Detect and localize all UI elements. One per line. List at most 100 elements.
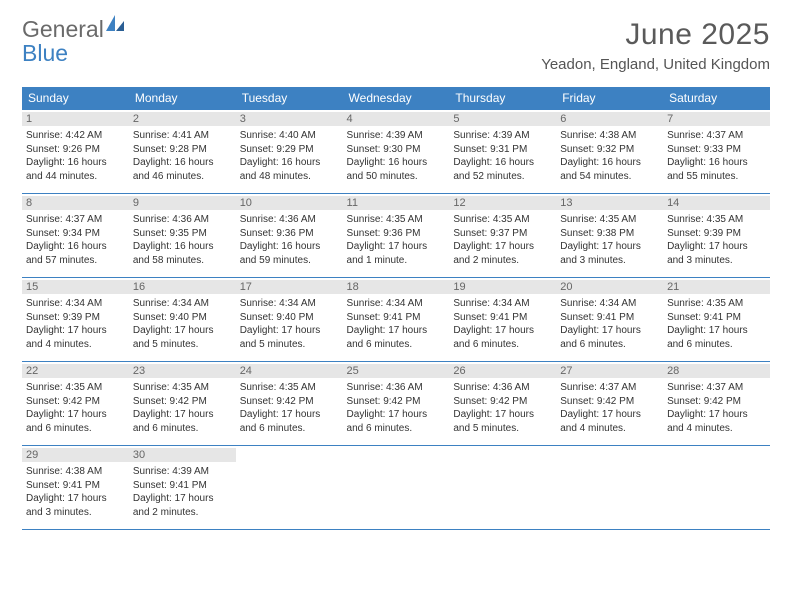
day-number: 2 <box>129 112 236 126</box>
day-info: Sunrise: 4:35 AMSunset: 9:41 PMDaylight:… <box>667 297 766 351</box>
day-number: 14 <box>663 196 770 210</box>
day-number: 7 <box>663 112 770 126</box>
weekday-header: Friday <box>556 87 663 110</box>
calendar-cell: 28 Sunrise: 4:37 AMSunset: 9:42 PMDayligh… <box>663 362 770 446</box>
day-number: 4 <box>343 112 450 126</box>
calendar-cell: 8Sunrise: 4:37 AMSunset: 9:34 PMDaylight… <box>22 194 129 278</box>
weekday-header: Wednesday <box>343 87 450 110</box>
day-number: 6 <box>556 112 663 126</box>
calendar-cell <box>236 446 343 530</box>
day-number: 29 <box>22 448 129 462</box>
calendar-cell: 9Sunrise: 4:36 AMSunset: 9:35 PMDaylight… <box>129 194 236 278</box>
calendar-cell: 19 Sunrise: 4:34 AMSunset: 9:41 PMDayligh… <box>449 278 556 362</box>
calendar-cell: 21 Sunrise: 4:35 AMSunset: 9:41 PMDayligh… <box>663 278 770 362</box>
calendar-cell: 23 Sunrise: 4:35 AMSunset: 9:42 PMDayligh… <box>129 362 236 446</box>
day-number: 27 <box>556 364 663 378</box>
calendar-cell: 25Sunrise: 4:36 AMSunset: 9:42 PMDayligh… <box>343 362 450 446</box>
calendar-cell: 22 Sunrise: 4:35 AMSunset: 9:42 PMDayligh… <box>22 362 129 446</box>
calendar-row: 1 Sunrise: 4:42 AMSunset: 9:26 PMDaylight… <box>22 110 770 194</box>
logo-blue: Blue <box>22 40 68 66</box>
calendar-cell: 18 Sunrise: 4:34 AMSunset: 9:41 PMDayligh… <box>343 278 450 362</box>
calendar-cell: 12 Sunrise: 4:35 AMSunset: 9:37 PMDayligh… <box>449 194 556 278</box>
calendar-cell: 5Sunrise: 4:39 AMSunset: 9:31 PMDaylight… <box>449 110 556 194</box>
month-title: June 2025 <box>541 18 770 52</box>
day-number: 18 <box>343 280 450 294</box>
day-number: 23 <box>129 364 236 378</box>
day-info: Sunrise: 4:39 AMSunset: 9:30 PMDaylight:… <box>347 129 446 183</box>
calendar-cell <box>449 446 556 530</box>
day-info: Sunrise: 4:38 AMSunset: 9:41 PMDaylight:… <box>26 465 125 519</box>
day-number: 30 <box>129 448 236 462</box>
weekday-header-row: SundayMondayTuesdayWednesdayThursdayFrid… <box>22 87 770 110</box>
day-info: Sunrise: 4:41 AMSunset: 9:28 PMDaylight:… <box>133 129 232 183</box>
day-number: 11 <box>343 196 450 210</box>
calendar-row: 15Sunrise: 4:34 AMSunset: 9:39 PMDayligh… <box>22 278 770 362</box>
calendar-cell: 17 Sunrise: 4:34 AMSunset: 9:40 PMDayligh… <box>236 278 343 362</box>
calendar-cell <box>663 446 770 530</box>
day-number: 5 <box>449 112 556 126</box>
day-number: 16 <box>129 280 236 294</box>
day-info: Sunrise: 4:35 AMSunset: 9:42 PMDaylight:… <box>26 381 125 435</box>
day-number: 17 <box>236 280 343 294</box>
day-info: Sunrise: 4:34 AMSunset: 9:40 PMDaylight:… <box>240 297 339 351</box>
day-number: 12 <box>449 196 556 210</box>
day-number: 21 <box>663 280 770 294</box>
day-number: 13 <box>556 196 663 210</box>
day-info: Sunrise: 4:39 AMSunset: 9:41 PMDaylight:… <box>133 465 232 519</box>
day-number: 19 <box>449 280 556 294</box>
calendar-table: SundayMondayTuesdayWednesdayThursdayFrid… <box>22 87 770 530</box>
day-number: 3 <box>236 112 343 126</box>
day-number: 28 <box>663 364 770 378</box>
calendar-cell: 10 Sunrise: 4:36 AMSunset: 9:36 PMDayligh… <box>236 194 343 278</box>
day-info: Sunrise: 4:35 AMSunset: 9:42 PMDaylight:… <box>240 381 339 435</box>
calendar-body: 1 Sunrise: 4:42 AMSunset: 9:26 PMDaylight… <box>22 110 770 530</box>
logo-sail-icon <box>106 18 126 35</box>
weekday-header: Thursday <box>449 87 556 110</box>
calendar-cell: 24 Sunrise: 4:35 AMSunset: 9:42 PMDayligh… <box>236 362 343 446</box>
calendar-cell: 20Sunrise: 4:34 AMSunset: 9:41 PMDayligh… <box>556 278 663 362</box>
day-info: Sunrise: 4:40 AMSunset: 9:29 PMDaylight:… <box>240 129 339 183</box>
calendar-cell: 11 Sunrise: 4:35 AMSunset: 9:36 PMDayligh… <box>343 194 450 278</box>
day-number: 15 <box>22 280 129 294</box>
logo: General Blue <box>22 18 126 66</box>
day-number: 1 <box>22 112 129 126</box>
day-number: 22 <box>22 364 129 378</box>
calendar-cell: 7 Sunrise: 4:37 AMSunset: 9:33 PMDaylight… <box>663 110 770 194</box>
day-info: Sunrise: 4:34 AMSunset: 9:41 PMDaylight:… <box>347 297 446 351</box>
calendar-cell: 29 Sunrise: 4:38 AMSunset: 9:41 PMDayligh… <box>22 446 129 530</box>
day-info: Sunrise: 4:35 AMSunset: 9:36 PMDaylight:… <box>347 213 446 267</box>
weekday-header: Saturday <box>663 87 770 110</box>
calendar-cell <box>556 446 663 530</box>
calendar-cell: 13Sunrise: 4:35 AMSunset: 9:38 PMDayligh… <box>556 194 663 278</box>
weekday-header: Monday <box>129 87 236 110</box>
calendar-cell: 2 Sunrise: 4:41 AMSunset: 9:28 PMDaylight… <box>129 110 236 194</box>
day-info: Sunrise: 4:37 AMSunset: 9:42 PMDaylight:… <box>667 381 766 435</box>
day-info: Sunrise: 4:37 AMSunset: 9:33 PMDaylight:… <box>667 129 766 183</box>
day-info: Sunrise: 4:36 AMSunset: 9:42 PMDaylight:… <box>453 381 552 435</box>
calendar-cell: 6 Sunrise: 4:38 AMSunset: 9:32 PMDaylight… <box>556 110 663 194</box>
location: Yeadon, England, United Kingdom <box>541 56 770 73</box>
day-info: Sunrise: 4:35 AMSunset: 9:39 PMDaylight:… <box>667 213 766 267</box>
day-number: 10 <box>236 196 343 210</box>
day-info: Sunrise: 4:37 AMSunset: 9:34 PMDaylight:… <box>26 213 125 267</box>
day-info: Sunrise: 4:35 AMSunset: 9:42 PMDaylight:… <box>133 381 232 435</box>
day-info: Sunrise: 4:42 AMSunset: 9:26 PMDaylight:… <box>26 129 125 183</box>
logo-general: General <box>22 16 104 42</box>
calendar-cell: 4 Sunrise: 4:39 AMSunset: 9:30 PMDaylight… <box>343 110 450 194</box>
calendar-row: 22 Sunrise: 4:35 AMSunset: 9:42 PMDayligh… <box>22 362 770 446</box>
day-info: Sunrise: 4:38 AMSunset: 9:32 PMDaylight:… <box>560 129 659 183</box>
weekday-header: Sunday <box>22 87 129 110</box>
calendar-row: 8Sunrise: 4:37 AMSunset: 9:34 PMDaylight… <box>22 194 770 278</box>
day-info: Sunrise: 4:35 AMSunset: 9:37 PMDaylight:… <box>453 213 552 267</box>
calendar-cell: 1 Sunrise: 4:42 AMSunset: 9:26 PMDaylight… <box>22 110 129 194</box>
day-number: 24 <box>236 364 343 378</box>
calendar-cell: 15Sunrise: 4:34 AMSunset: 9:39 PMDayligh… <box>22 278 129 362</box>
day-info: Sunrise: 4:34 AMSunset: 9:41 PMDaylight:… <box>453 297 552 351</box>
day-info: Sunrise: 4:36 AMSunset: 9:36 PMDaylight:… <box>240 213 339 267</box>
day-number: 26 <box>449 364 556 378</box>
day-number: 20 <box>556 280 663 294</box>
weekday-header: Tuesday <box>236 87 343 110</box>
header: General Blue June 2025 Yeadon, England, … <box>22 18 770 73</box>
calendar-row: 29 Sunrise: 4:38 AMSunset: 9:41 PMDayligh… <box>22 446 770 530</box>
calendar-cell: 16Sunrise: 4:34 AMSunset: 9:40 PMDayligh… <box>129 278 236 362</box>
